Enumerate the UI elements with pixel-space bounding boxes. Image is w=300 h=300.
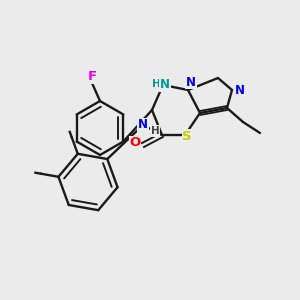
Text: F: F — [87, 70, 97, 83]
Text: N: N — [160, 79, 170, 92]
Text: H: H — [151, 126, 159, 136]
Text: N: N — [138, 118, 148, 131]
Text: H: H — [152, 79, 160, 89]
Text: S: S — [182, 130, 192, 142]
Text: N: N — [186, 76, 196, 88]
Text: N: N — [235, 83, 245, 97]
Text: O: O — [129, 136, 141, 149]
